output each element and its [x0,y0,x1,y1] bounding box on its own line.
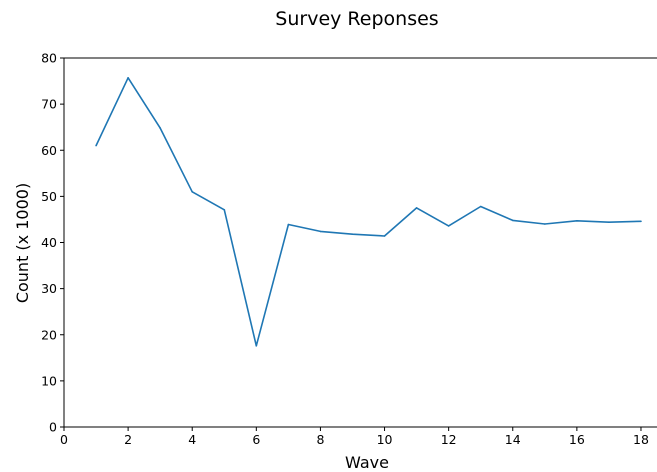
x-axis-ticks: 0 2 4 6 8 10 12 14 16 18 [60,427,649,447]
x-tick-label: 6 [252,432,260,447]
data-point [383,235,386,237]
y-tick-label: 70 [41,97,57,112]
y-tick-label: 80 [41,51,57,66]
x-tick-label: 8 [316,432,324,447]
data-point [576,220,578,222]
x-tick-label: 0 [60,432,68,447]
data-point [159,127,161,129]
data-point [479,205,482,208]
y-tick-label: 40 [41,235,57,250]
data-point [255,345,258,347]
data-point [351,233,354,235]
data-point [223,209,226,211]
data-point [608,221,610,223]
y-axis-label: Count (x 1000) [13,183,32,303]
chart-title: Survey Reponses [275,8,438,30]
data-point [191,191,193,193]
axes [63,57,657,428]
x-tick-label: 16 [569,432,585,447]
x-tick-label: 18 [633,432,649,447]
x-axis-label: Wave [345,453,389,472]
y-tick-label: 20 [41,327,57,342]
series-line [95,77,642,347]
x-tick-label: 12 [441,432,457,447]
y-tick-label: 60 [41,143,57,158]
y-tick-label: 0 [49,420,57,435]
x-tick-label: 10 [377,432,393,447]
y-tick-label: 10 [41,373,57,388]
x-tick-label: 4 [188,432,196,447]
data-point [319,230,322,233]
y-axis-ticks: 0 10 20 30 40 50 60 70 80 [41,51,64,435]
data-point [95,144,97,147]
series-layer [95,77,642,347]
y-tick-label: 50 [41,189,57,204]
x-tick-label: 14 [505,432,521,447]
y-tick-label: 30 [41,281,57,296]
data-point [544,223,546,225]
x-tick-label: 2 [124,432,132,447]
data-point [640,220,642,223]
data-point [512,219,514,222]
data-point [415,207,418,209]
data-point [127,77,129,79]
data-point [287,223,290,226]
data-point [447,225,450,227]
